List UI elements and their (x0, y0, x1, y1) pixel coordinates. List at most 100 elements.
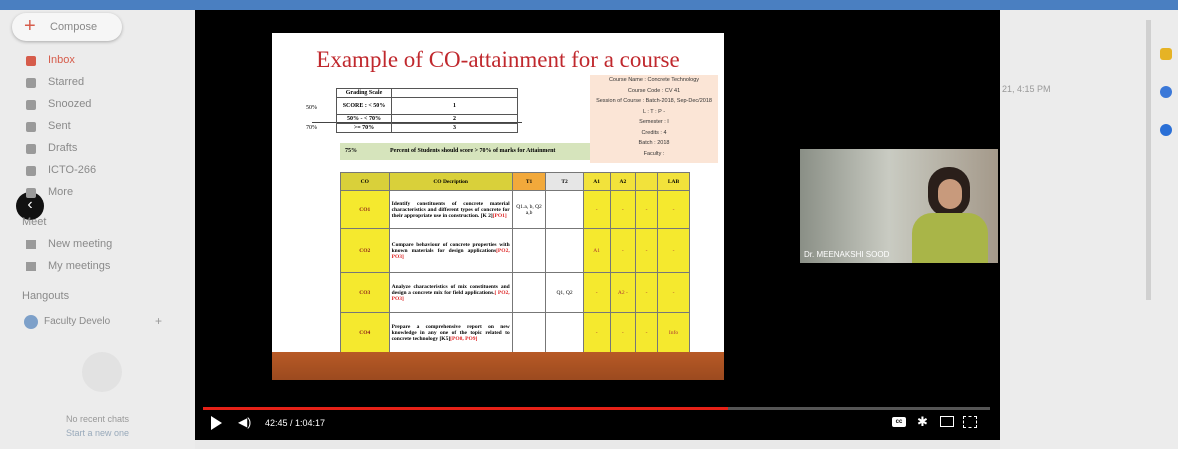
nav-item[interactable]: Drafts (48, 142, 77, 154)
co-cell (512, 313, 546, 353)
co-cell: Analyze characteristics of mix constitue… (389, 273, 512, 313)
course-info-line: Credits : 4 (590, 128, 718, 139)
co-cell: Prepare a comprehensive report on new kn… (389, 313, 512, 353)
nav-icon (26, 122, 36, 132)
cell-text: - (622, 248, 624, 254)
co-cell: A1 (583, 229, 610, 273)
cell-text: Analyze characteristics of mix constitue… (392, 284, 510, 296)
co-cell: - (658, 229, 690, 273)
course-info-line: Semester : I (590, 117, 718, 128)
settings-button[interactable]: ✱ (917, 414, 928, 430)
grading-cell (392, 89, 518, 98)
grading-row: 50% - < 70%2 (337, 115, 518, 124)
cell-text: Info (669, 330, 678, 336)
meet-icon (26, 262, 36, 271)
fullscreen-button[interactable] (963, 416, 977, 428)
co-cell (546, 313, 583, 353)
person-body (912, 213, 988, 263)
co-cell: - (636, 229, 658, 273)
co-cell (546, 229, 583, 273)
nav-icon (26, 144, 36, 154)
nav-item[interactable]: ICTO-266 (48, 164, 96, 176)
header-cell: CO Decription (389, 173, 512, 191)
cell-text: - (622, 330, 624, 336)
cell-text: CO2 (359, 248, 370, 254)
progress-played (203, 407, 728, 410)
attainment-bar: 75% Percent of Students should score > 7… (340, 143, 590, 160)
keep-icon[interactable] (1160, 48, 1172, 60)
cell-text: Q1.a, b, Q2 a,b (516, 204, 542, 216)
nav-item[interactable]: Inbox (48, 54, 75, 66)
co-cell: - (636, 191, 658, 229)
cell-text: - (646, 290, 648, 296)
nav-item[interactable]: More (48, 186, 73, 198)
grading-cell: 50% - < 70% (337, 115, 392, 124)
meet-icon (26, 240, 36, 249)
cell-text: A2 - (618, 290, 628, 296)
compose-icon: + (24, 15, 36, 38)
grading-cell: 1 (392, 98, 518, 115)
header-cell: T1 (512, 173, 546, 191)
header-cell (636, 173, 658, 191)
contacts-icon[interactable] (1160, 124, 1172, 136)
meet-title: Meet (22, 216, 46, 228)
co-cell (546, 191, 583, 229)
cell-text: - (622, 207, 624, 213)
nav-item[interactable]: Sent (48, 120, 71, 132)
attainment-text: Percent of Students should score > 70% o… (390, 143, 555, 160)
header-cell: CO (341, 173, 390, 191)
grading-row: Grading Scale (337, 89, 518, 98)
cell-text: - (596, 290, 598, 296)
nav-icon (26, 100, 36, 110)
captions-button[interactable]: cc (892, 417, 906, 427)
header-cell: LAB (658, 173, 690, 191)
volume-button[interactable]: ◀) (238, 415, 251, 429)
nav-icon (26, 188, 36, 198)
nav-item[interactable]: Snoozed (48, 98, 91, 110)
co-cell: Compare behaviour of concrete properties… (389, 229, 512, 273)
course-info-line: Batch : 2018 (590, 138, 718, 149)
header-cell: T2 (546, 173, 583, 191)
start-chat[interactable]: Start a new one (0, 428, 195, 438)
nav-item[interactable]: Starred (48, 76, 84, 88)
cell-text: - (673, 248, 675, 254)
header-cell: A2 (610, 173, 635, 191)
side-label: 50% (306, 105, 317, 111)
cell-text: - (673, 207, 675, 213)
course-info-line: L : T : P - (590, 107, 718, 118)
cell-text: - (596, 207, 598, 213)
meet-item[interactable]: New meeting (48, 238, 112, 250)
meet-item[interactable]: My meetings (48, 260, 110, 272)
person-face (938, 179, 962, 209)
grading-table: Grading ScaleSCORE : < 50%150% - < 70%2>… (336, 88, 518, 133)
course-info: Course Name : Concrete TechnologyCourse … (590, 75, 718, 163)
page: + Compose ‹ Hangouts Faculty Develo + No… (0, 0, 1178, 449)
co-cell: Identify constituents of concrete materi… (389, 191, 512, 229)
grading-row: SCORE : < 50%1 (337, 98, 518, 115)
co-cell: - (583, 191, 610, 229)
add-chat[interactable]: + (155, 314, 162, 328)
co-cell: - (583, 273, 610, 313)
miniplayer-button[interactable] (940, 416, 954, 427)
time-display: 42:45 / 1:04:17 (265, 418, 325, 428)
grading-cell: SCORE : < 50% (337, 98, 392, 115)
tasks-icon[interactable] (1160, 86, 1172, 98)
co-cell: CO2 (341, 229, 390, 273)
attainment-value: 75% (345, 143, 357, 160)
course-info-line: Course Code : CV 41 (590, 86, 718, 97)
cell-text: - (646, 330, 648, 336)
slide: Example of CO-attainment for a course 50… (272, 33, 724, 380)
slide-footer (272, 352, 724, 380)
co-cell: CO3 (341, 273, 390, 313)
co-cell: - (583, 313, 610, 353)
grading-cell: 2 (392, 115, 518, 124)
cell-text: CO3 (359, 290, 370, 296)
cell-text: - (596, 330, 598, 336)
play-button[interactable] (211, 416, 222, 430)
compose-button[interactable]: + Compose (12, 13, 122, 41)
mail-pane (1000, 10, 1178, 449)
co-cell: - (658, 191, 690, 229)
